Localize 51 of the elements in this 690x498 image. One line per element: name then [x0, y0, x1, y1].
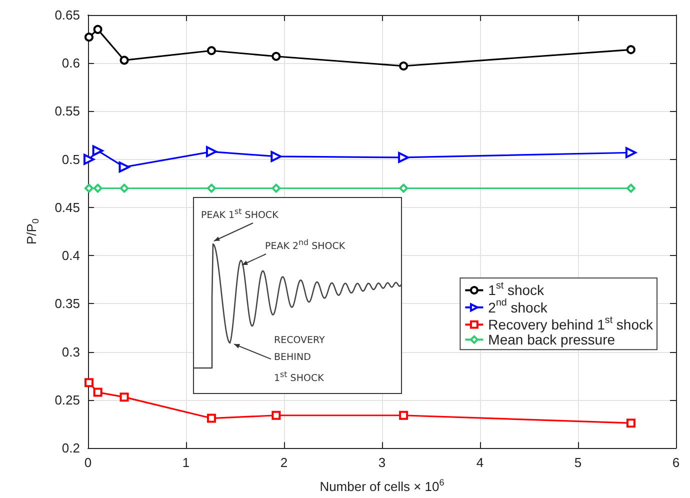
x-tick-label: 4 — [476, 455, 484, 470]
point — [399, 410, 408, 420]
x-tick-label: 6 — [672, 455, 680, 470]
point — [120, 184, 129, 193]
point — [206, 414, 216, 423]
annotation: PEAK 1$^{st}$ SHOCK — [201, 206, 278, 224]
x-tick-label: 1 — [182, 455, 190, 470]
point — [92, 145, 104, 156]
point — [206, 146, 217, 158]
point — [399, 62, 408, 71]
annotation: RECOVERY BEHIND 1$^{st}$ SHOCK — [274, 334, 325, 386]
point — [84, 378, 94, 388]
y-tick-label: 0.4 — [62, 248, 80, 264]
point — [93, 24, 102, 34]
point — [84, 184, 94, 193]
x-tick-label: 0 — [84, 455, 92, 470]
point — [206, 184, 216, 193]
y-axis-title: P/P0 — [24, 218, 40, 245]
point — [270, 150, 282, 162]
point — [83, 154, 94, 165]
y-tick-label: 0.5 — [62, 152, 80, 167]
y-tick-label: 0.45 — [54, 200, 80, 215]
oscillation-sketch: PEAK 1$^{st}$ SHOCK PEAK 2$^{nd}$ SHOCK RECOVERY BEHIND 1$^{st}$ SHOCK — [193, 197, 402, 394]
point — [626, 184, 636, 193]
point — [120, 56, 129, 65]
point — [93, 184, 102, 193]
point — [272, 184, 281, 193]
point — [84, 32, 94, 42]
x-tick-label: 2 — [280, 455, 288, 470]
annotation: PEAK 2$^{nd}$ SHOCK — [265, 237, 346, 254]
point — [120, 392, 129, 402]
point — [206, 46, 216, 56]
legend-label: Mean back pressure — [488, 332, 616, 348]
x-tick-label: 3 — [378, 455, 386, 470]
y-tick-label: 0.35 — [54, 296, 80, 312]
y-tick-label: 0.25 — [54, 392, 80, 408]
point — [272, 410, 281, 420]
point — [626, 45, 636, 54]
y-tick-label: 0.65 — [54, 8, 80, 22]
point — [626, 418, 636, 428]
y-tick-label: 0.3 — [62, 344, 80, 360]
point — [625, 147, 636, 158]
y-tick-label: 0.55 — [54, 104, 80, 119]
y-tick-label: 0.6 — [62, 56, 80, 71]
point — [118, 162, 130, 173]
x-tick-label: 5 — [574, 455, 582, 470]
point — [398, 152, 410, 163]
y-tick-label: 0.2 — [62, 440, 80, 456]
point — [399, 184, 408, 193]
point — [93, 388, 102, 397]
point — [272, 52, 281, 61]
